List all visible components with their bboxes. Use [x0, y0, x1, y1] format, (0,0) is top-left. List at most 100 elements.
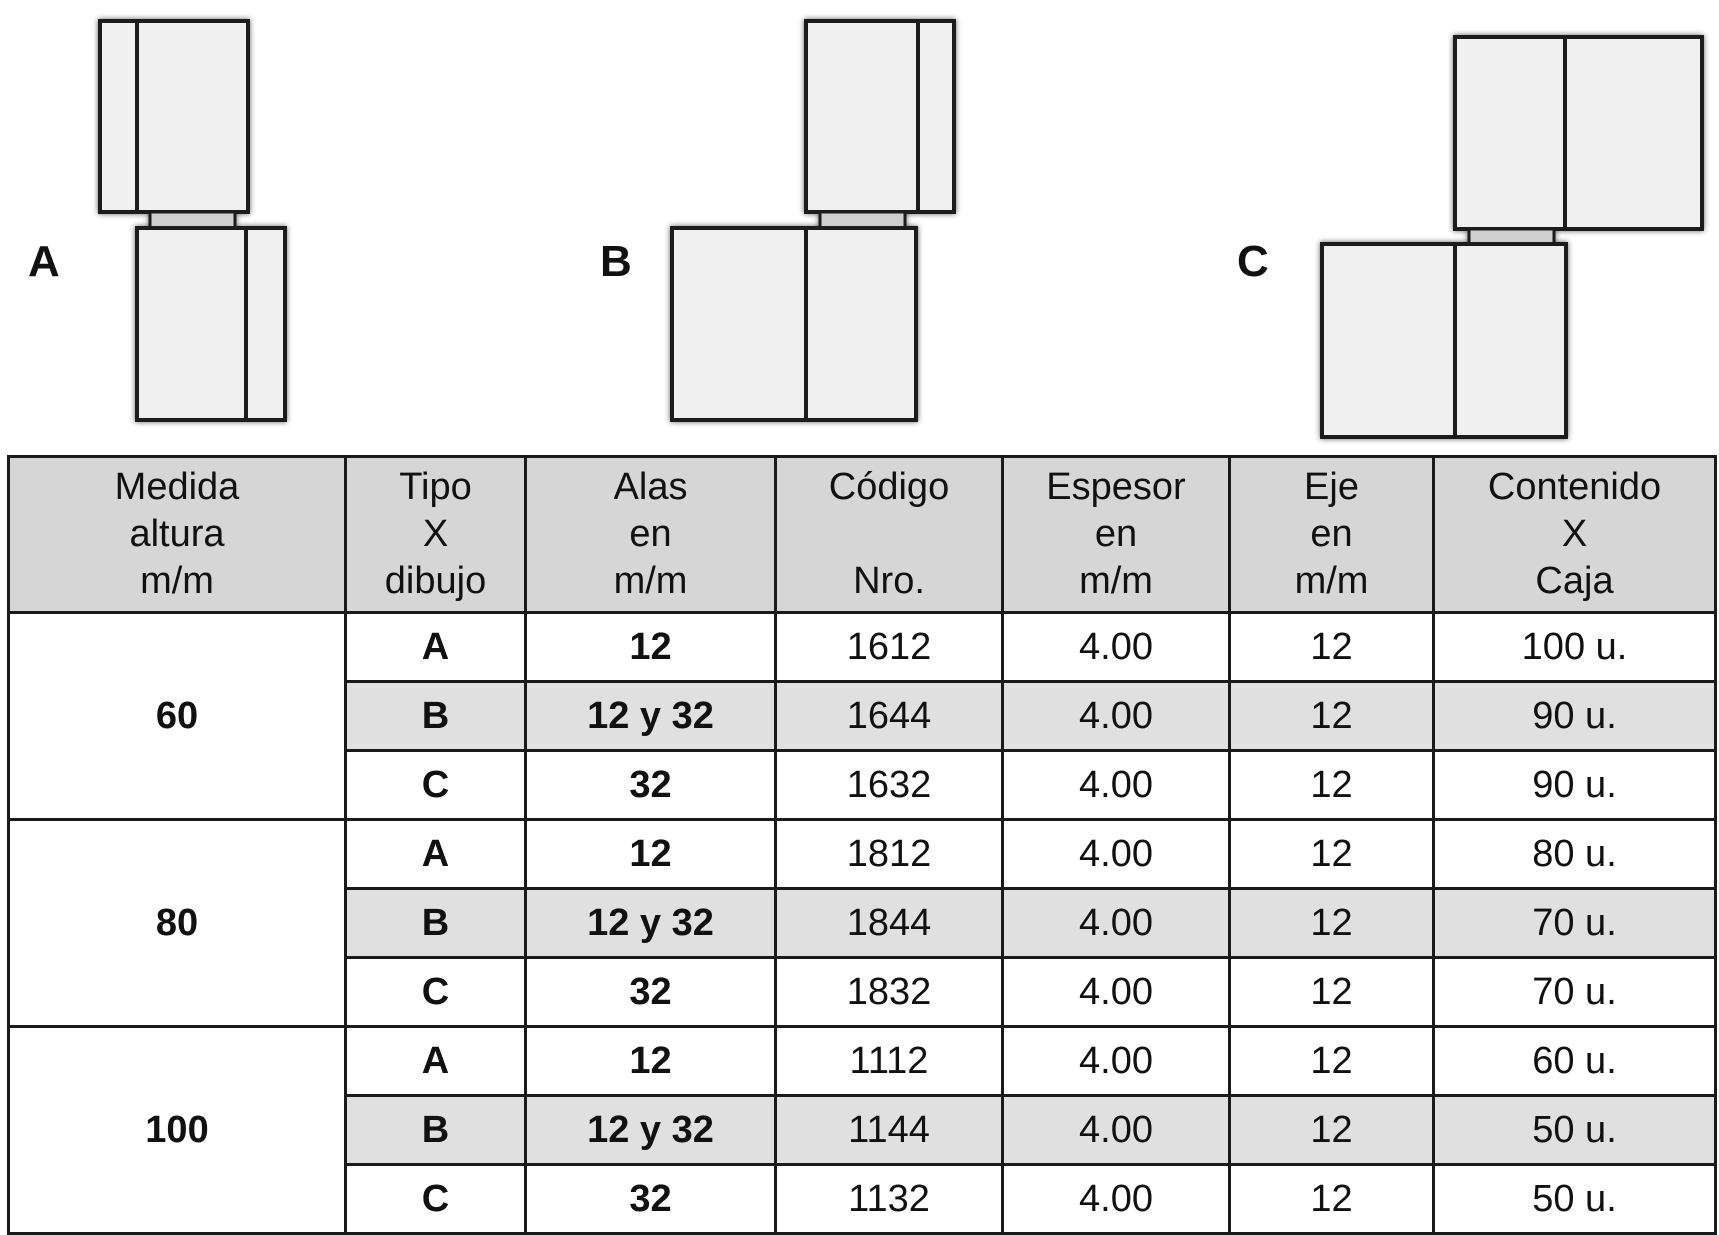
alas-cell: 12: [524, 1025, 777, 1097]
table-row: 60 A 12 1612 4.00 12 100 u.: [7, 611, 1717, 821]
eje-cell: 12: [1228, 1094, 1435, 1166]
espesor-cell: 4.00: [1001, 818, 1231, 890]
codigo-cell: 1132: [774, 1163, 1004, 1235]
header-tipo-line-1: Tipo: [399, 466, 472, 508]
header-tipo-line-3: dibujo: [384, 560, 487, 602]
tipo-cell: B: [344, 887, 527, 959]
header-contenido-line-2: X: [1561, 513, 1588, 555]
tipo-cell: A: [344, 818, 527, 890]
contenido-cell: 90 u.: [1432, 680, 1717, 752]
header-codigo-spacer: [777, 511, 1001, 558]
eje-cell: 12: [1228, 1025, 1435, 1097]
contenido-cell: 90 u.: [1432, 749, 1717, 821]
table-row: 80 A 12 1812 4.00 12 80 u.: [7, 818, 1717, 1028]
codigo-cell: 1112: [774, 1025, 1004, 1097]
hinge-diagrams: A B C: [0, 0, 1719, 450]
hinge-type-c-drawing: [1320, 35, 1704, 439]
espesor-cell: 4.00: [1001, 749, 1231, 821]
tipo-cell: C: [344, 749, 527, 821]
contenido-cell: 70 u.: [1432, 956, 1717, 1028]
alas-cell: 32: [524, 956, 777, 1028]
tipo-cell: C: [344, 1163, 527, 1235]
header-codigo-line-3: Nro.: [853, 560, 925, 602]
alas-cell: 12 y 32: [524, 887, 777, 959]
tipo-cell: B: [344, 1094, 527, 1166]
medida-cell: 60: [7, 611, 347, 821]
header-alas: Alas en m/m: [524, 455, 777, 614]
table-row: B 12 y 32 1144 4.00 12 50 u.: [9, 1094, 1717, 1166]
alas-cell: 32: [524, 1163, 777, 1235]
table-header-row: Medida altura m/m Tipo X dibujo Alas en …: [7, 455, 1717, 614]
header-eje-line-1: Eje: [1304, 466, 1359, 508]
espesor-cell: 4.00: [1001, 680, 1231, 752]
espesor-cell: 4.00: [1001, 1094, 1231, 1166]
hinge-drawings: [98, 19, 1704, 439]
eje-cell: 12: [1228, 749, 1435, 821]
medida-cell: 80: [7, 818, 347, 1028]
espesor-cell: 4.00: [1001, 956, 1231, 1028]
codigo-cell: 1644: [774, 680, 1004, 752]
tipo-cell: A: [344, 1025, 527, 1097]
header-medida-altura: Medida altura m/m: [7, 455, 347, 614]
medida-cell: 100: [7, 1025, 347, 1235]
alas-cell: 12 y 32: [524, 1094, 777, 1166]
header-medida-line-2: altura: [129, 513, 225, 555]
hinge-spec-table: Medida altura m/m Tipo X dibujo Alas en …: [7, 455, 1717, 1235]
header-alas-line-3: m/m: [613, 560, 688, 602]
espesor-cell: 4.00: [1001, 1025, 1231, 1097]
header-espesor-line-2: en: [1094, 513, 1138, 555]
table-row: C 32 1632 4.00 12 90 u.: [9, 749, 1717, 821]
header-eje: Eje en m/m: [1228, 455, 1435, 614]
tipo-cell: B: [344, 680, 527, 752]
table-row: C 32 1832 4.00 12 70 u.: [9, 956, 1717, 1028]
contenido-cell: 50 u.: [1432, 1163, 1717, 1235]
eje-cell: 12: [1228, 680, 1435, 752]
header-alas-line-1: Alas: [613, 466, 688, 508]
diagram-label-c: C: [1237, 237, 1269, 286]
espesor-cell: 4.00: [1001, 887, 1231, 959]
table-row: 100 A 12 1112 4.00 12 60 u.: [7, 1025, 1717, 1235]
header-alas-line-2: en: [629, 513, 672, 555]
eje-cell: 12: [1228, 818, 1435, 890]
header-contenido-line-3: Caja: [1535, 560, 1614, 602]
table-row: C 32 1132 4.00 12 50 u.: [9, 1163, 1717, 1235]
header-contenido: Contenido X Caja: [1432, 455, 1717, 614]
header-eje-line-3: m/m: [1294, 560, 1369, 602]
header-medida-line-3: m/m: [140, 560, 214, 602]
table-row: B 12 y 32 1844 4.00 12 70 u.: [9, 887, 1717, 959]
header-eje-line-2: en: [1310, 513, 1353, 555]
codigo-cell: 1632: [774, 749, 1004, 821]
header-espesor-line-3: m/m: [1079, 560, 1153, 602]
contenido-cell: 50 u.: [1432, 1094, 1717, 1166]
alas-cell: 32: [524, 749, 777, 821]
header-espesor-line-1: Espesor: [1046, 466, 1186, 508]
contenido-cell: 100 u.: [1432, 611, 1717, 683]
codigo-cell: 1844: [774, 887, 1004, 959]
espesor-cell: 4.00: [1001, 1163, 1231, 1235]
contenido-cell: 80 u.: [1432, 818, 1717, 890]
eje-cell: 12: [1228, 1163, 1435, 1235]
header-codigo: Código Nro.: [774, 455, 1004, 614]
codigo-cell: 1144: [774, 1094, 1004, 1166]
hinge-type-b-drawing: [670, 19, 956, 422]
eje-cell: 12: [1228, 956, 1435, 1028]
eje-cell: 12: [1228, 611, 1435, 683]
diagram-label-a: A: [28, 237, 60, 286]
diagram-label-b: B: [600, 237, 632, 286]
tipo-cell: C: [344, 956, 527, 1028]
alas-cell: 12: [524, 818, 777, 890]
hinge-type-a-drawing: [98, 19, 287, 422]
espesor-cell: 4.00: [1001, 611, 1231, 683]
header-medida-line-1: Medida: [114, 466, 240, 508]
header-codigo-line-1: Código: [828, 466, 950, 508]
header-espesor: Espesor en m/m: [1001, 455, 1231, 614]
header-tipo-dibujo: Tipo X dibujo: [344, 455, 527, 614]
codigo-cell: 1812: [774, 818, 1004, 890]
alas-cell: 12 y 32: [524, 680, 777, 752]
contenido-cell: 60 u.: [1432, 1025, 1717, 1097]
codigo-cell: 1612: [774, 611, 1004, 683]
header-tipo-line-2: X: [422, 513, 449, 555]
tipo-cell: A: [344, 611, 527, 683]
alas-cell: 12: [524, 611, 777, 683]
header-contenido-line-1: Contenido: [1487, 466, 1662, 508]
